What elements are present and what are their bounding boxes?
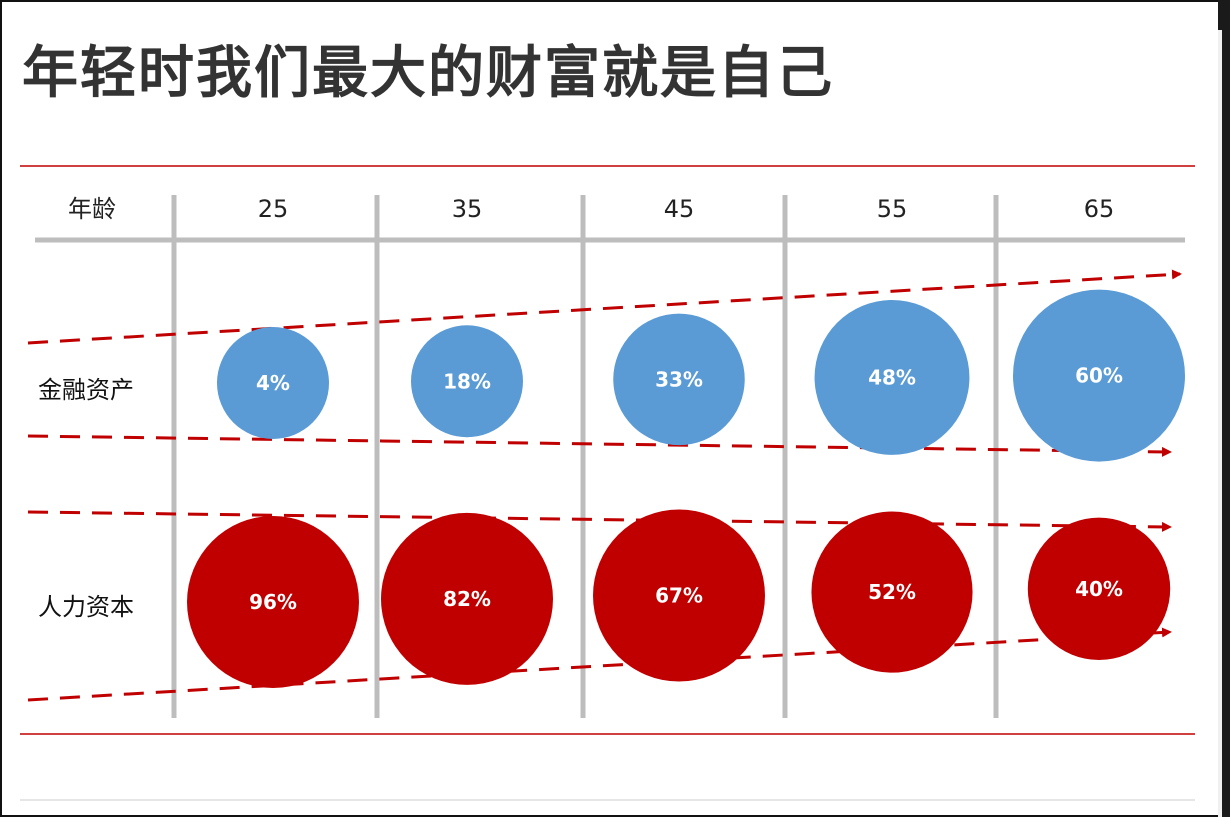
human-bubble-45 bbox=[593, 509, 765, 682]
column-header-45: 45 bbox=[664, 195, 695, 223]
row-label-financial: 金融资产 bbox=[38, 376, 134, 404]
header-age-label: 年龄 bbox=[68, 195, 116, 223]
human-upper-arrow bbox=[27, 510, 1172, 532]
column-header-35: 35 bbox=[452, 195, 483, 223]
row-label-human: 人力资本 bbox=[38, 593, 134, 621]
financial-bubble-35 bbox=[411, 325, 523, 438]
trend-arrows bbox=[27, 269, 1182, 702]
financial-lower-arrow bbox=[27, 434, 1172, 457]
financial-upper-arrow bbox=[27, 269, 1182, 345]
human-value-label-65: 40% bbox=[1075, 577, 1123, 601]
financial-value-label-65: 60% bbox=[1075, 364, 1123, 388]
human-value-label-35: 82% bbox=[443, 587, 491, 611]
column-header-25: 25 bbox=[258, 195, 289, 223]
human-value-label-55: 52% bbox=[868, 580, 916, 604]
financial-bubble-25 bbox=[217, 327, 329, 439]
human-value-label-25: 96% bbox=[249, 590, 297, 614]
financial-value-label-55: 48% bbox=[868, 365, 916, 389]
human-bubble-55 bbox=[811, 511, 973, 673]
column-dividers bbox=[171, 195, 999, 718]
human-value-label-45: 67% bbox=[655, 584, 703, 608]
page-title: 年轻时我们最大的财富就是自己 bbox=[22, 41, 834, 106]
human-bubble-35 bbox=[381, 512, 553, 685]
column-header-55: 55 bbox=[877, 195, 908, 223]
financial-value-label-45: 33% bbox=[655, 367, 703, 391]
financial-bubble-55 bbox=[814, 299, 970, 455]
human-bubble-65 bbox=[1027, 517, 1171, 660]
window-edge-inner bbox=[1218, 30, 1222, 817]
financial-bubble-65 bbox=[1013, 289, 1185, 462]
financial-value-label-25: 4% bbox=[256, 371, 290, 395]
human-bubble-25 bbox=[187, 516, 359, 688]
financial-bubble-45 bbox=[613, 313, 745, 446]
column-header-65: 65 bbox=[1084, 195, 1115, 223]
financial-value-label-35: 18% bbox=[443, 369, 491, 393]
